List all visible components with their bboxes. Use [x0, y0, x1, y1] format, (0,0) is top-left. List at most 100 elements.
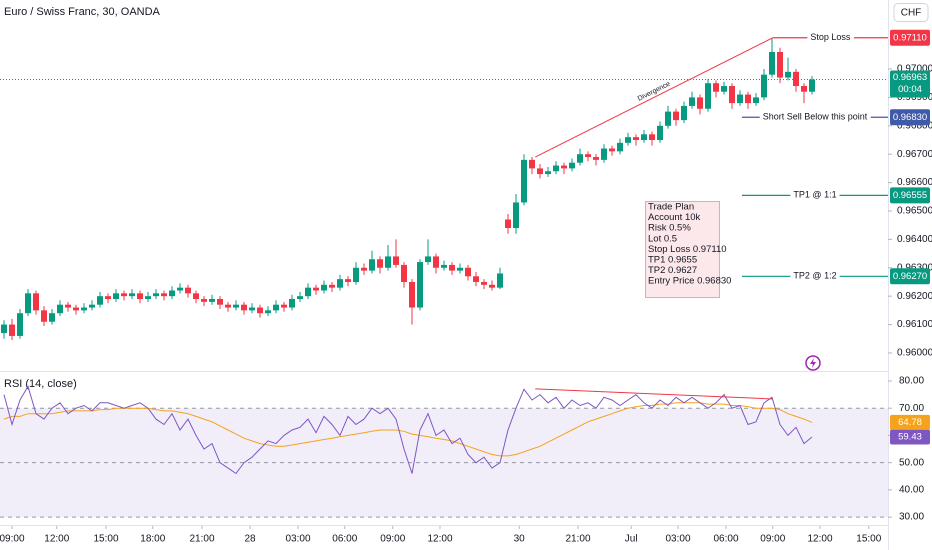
- candle-body: [57, 304, 63, 314]
- candle-body: [561, 165, 567, 169]
- candle-body: [25, 293, 31, 314]
- candle-body: [137, 293, 143, 300]
- candle-body: [73, 307, 79, 311]
- candle-body: [233, 304, 239, 308]
- candle-body: [801, 86, 807, 92]
- price-tag-label: 0.96830: [893, 112, 927, 123]
- candle-body: [329, 284, 335, 288]
- note-line: TP1 0.9655: [648, 255, 697, 266]
- candle-body: [585, 154, 591, 158]
- level-label: Short Sell Below this point: [763, 112, 868, 122]
- value-tag-label: 59.43: [898, 431, 922, 442]
- candle-body: [121, 293, 127, 297]
- plot: 0.96000 0.96100 0.96200 0.96300 0.96400 0.965…: [0, 29, 932, 545]
- candle-body: [457, 267, 463, 271]
- candle-body: [609, 148, 615, 152]
- candle-body: [777, 51, 783, 78]
- candle-body: [537, 168, 543, 175]
- candle-body: [745, 94, 751, 104]
- candle-body: [249, 307, 255, 311]
- candle-body: [753, 97, 759, 104]
- candle-body: [521, 159, 527, 203]
- x-tick-label: Jul: [625, 534, 638, 545]
- price-tag: [890, 109, 930, 126]
- candle-body: [569, 162, 575, 169]
- x-tick-label: 21:00: [189, 534, 214, 545]
- candle-body: [17, 313, 23, 336]
- y-tick-label: 0.96200: [897, 291, 932, 302]
- currency-button[interactable]: [893, 3, 929, 22]
- candle-body: [409, 281, 415, 308]
- candle-body: [145, 296, 151, 300]
- candle-body: [641, 134, 647, 140]
- y-tick-label: 0.96700: [897, 149, 932, 160]
- candle-body: [401, 264, 407, 282]
- x-tick-label: 30: [514, 534, 526, 545]
- candle-body: [505, 219, 511, 229]
- y-tick-label: 50.00: [899, 457, 924, 468]
- y-tick-label: 0.96800: [897, 120, 932, 131]
- candle-body: [225, 304, 231, 308]
- x-tick-label: 06:00: [713, 534, 738, 545]
- value-tag: [890, 429, 930, 445]
- candle-body: [617, 142, 623, 152]
- y-tick-label: 40.00: [899, 485, 924, 496]
- candle-body: [385, 256, 391, 268]
- candle-body: [241, 304, 247, 311]
- last-price-label: 0.96963: [893, 72, 927, 83]
- price-tag-label: 0.96555: [893, 190, 927, 201]
- trend-line: [534, 37, 774, 158]
- y-tick-label: 0.96500: [897, 206, 932, 217]
- currency-label[interactable]: CHF: [901, 8, 922, 19]
- y-tick-label: 70.00: [899, 403, 924, 414]
- candle-body: [633, 137, 639, 140]
- rsi-title: RSI (14, close): [4, 378, 77, 390]
- x-tick-label: 15:00: [856, 534, 881, 545]
- candle-body: [305, 287, 311, 297]
- candle-body: [785, 71, 791, 78]
- candle-body: [177, 287, 183, 291]
- candle-body: [481, 281, 487, 285]
- candle-body: [689, 97, 695, 106]
- candle-body: [201, 299, 207, 302]
- y-tick-label: 30.00: [899, 512, 924, 523]
- level-label: Stop Loss: [810, 32, 851, 42]
- rsi-trend-line: [535, 388, 773, 400]
- level-label: TP2 @ 1:2: [793, 271, 836, 281]
- alert-icon[interactable]: [805, 355, 821, 371]
- candle-body: [489, 284, 495, 288]
- value-tag-label: 64.78: [898, 417, 922, 428]
- candle-body: [417, 262, 423, 308]
- candle-body: [185, 287, 191, 294]
- y-tick-label: 0.96400: [897, 234, 932, 245]
- level-label-bg: [790, 189, 840, 200]
- candle-body: [129, 293, 135, 297]
- candle-body: [297, 296, 303, 300]
- candle-body: [577, 154, 583, 163]
- note-line: Risk 0.5%: [648, 223, 691, 234]
- x-tick-label: 09:00: [380, 534, 405, 545]
- candle-body: [1, 324, 7, 334]
- candle-body: [649, 134, 655, 140]
- candle-body: [217, 299, 223, 305]
- candle-body: [105, 296, 111, 300]
- note-line: TP2 0.9627: [648, 265, 697, 276]
- candle-body: [49, 313, 55, 322]
- candle-body: [9, 324, 15, 336]
- chart-title: Euro / Swiss Franc, 30, OANDA: [4, 6, 161, 18]
- rsi-line: [3, 385, 813, 475]
- x-tick-label: 09:00: [760, 534, 785, 545]
- candle-body: [345, 279, 351, 282]
- candle-body: [257, 307, 263, 314]
- y-tick-label: 80.00: [899, 376, 924, 387]
- x-tick-label: 18:00: [140, 534, 165, 545]
- last-price-tag: [890, 70, 930, 98]
- price-tag: [890, 268, 930, 285]
- candle-body: [153, 293, 159, 297]
- value-tag: [890, 414, 930, 430]
- candle-body: [793, 71, 799, 87]
- candle-body: [761, 74, 767, 98]
- candle-body: [713, 83, 719, 92]
- candle-body: [33, 293, 39, 311]
